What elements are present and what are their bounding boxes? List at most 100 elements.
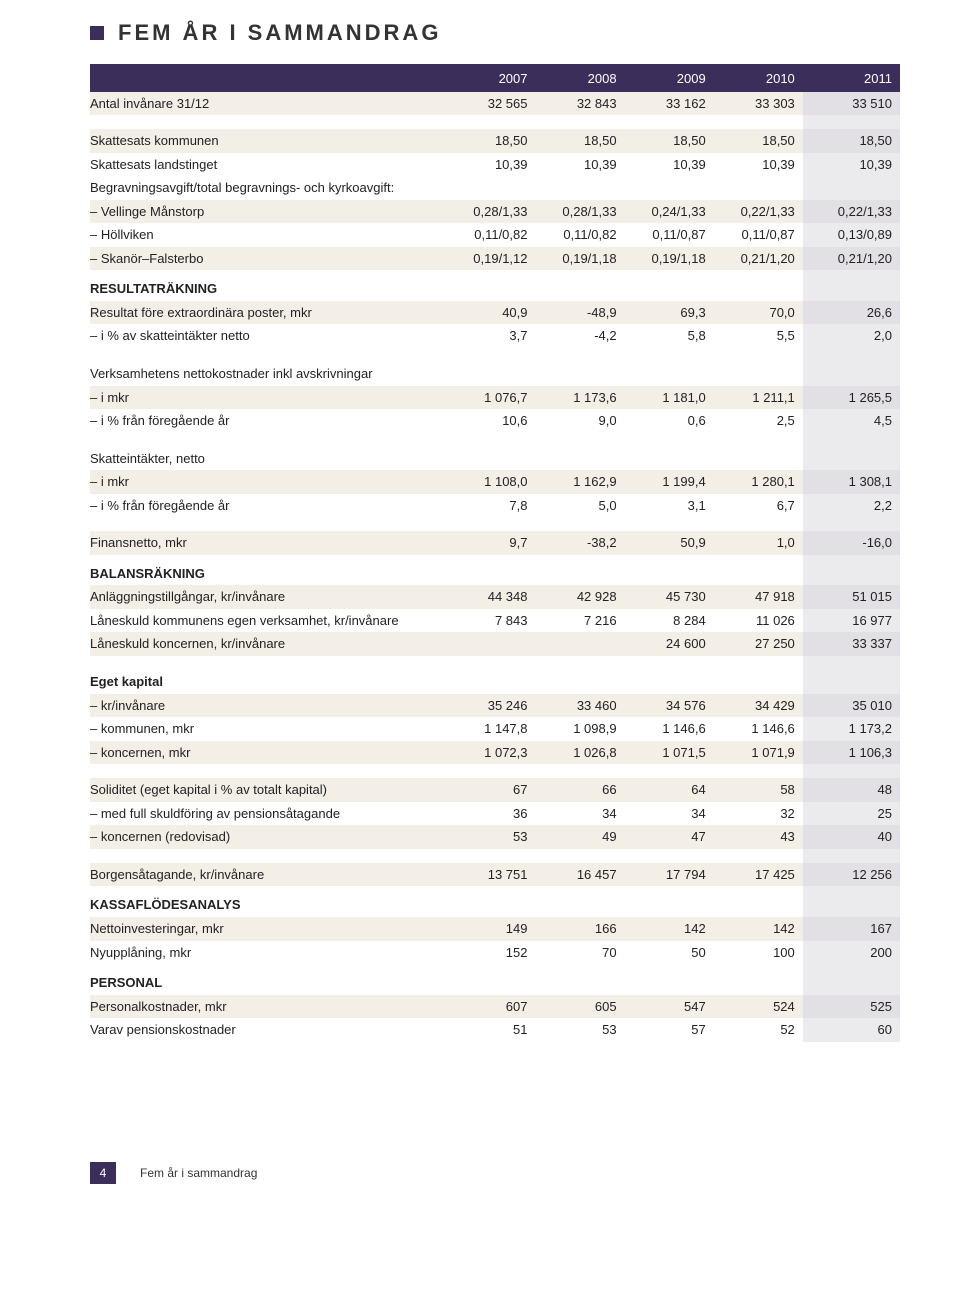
cell-value: 33 460 [536,694,625,718]
cell-value: 605 [536,995,625,1019]
cell-value: 0,28/1,33 [536,200,625,224]
title-square-icon [90,26,104,40]
cell-value: 27 250 [714,632,803,656]
cell-value [714,447,803,471]
cell-value: 1 308,1 [803,470,900,494]
cell-value [625,176,714,200]
cell-value: 142 [625,917,714,941]
cell-value: 64 [625,778,714,802]
header-year: 2009 [625,64,714,92]
cell-value: 1 071,5 [625,741,714,765]
cell-value: 1 106,3 [803,741,900,765]
cell-value [446,362,535,386]
cell-value: 11 026 [714,609,803,633]
table-row: – Skanör–Falsterbo0,19/1,120,19/1,180,19… [90,247,900,271]
table-row [90,849,900,863]
table-row: – koncernen (redovisad)5349474340 [90,825,900,849]
cell-value: 1 265,5 [803,386,900,410]
cell-value: 16 457 [536,863,625,887]
cell-value: 17 425 [714,863,803,887]
table-row: Verksamhetens nettokostnader inkl avskri… [90,362,900,386]
cell-value: 100 [714,941,803,965]
cell-value [536,362,625,386]
cell-value: 1 071,9 [714,741,803,765]
cell-value: 52 [714,1018,803,1042]
cell-value: 1 173,6 [536,386,625,410]
cell-value: 1 076,7 [446,386,535,410]
cell-value: 33 162 [625,92,714,116]
table-row: Skatteintäkter, netto [90,447,900,471]
cell-value: 34 429 [714,694,803,718]
cell-value: 45 730 [625,585,714,609]
cell-value [446,447,535,471]
cell-value: 0,19/1,18 [536,247,625,271]
table-row: – i mkr1 108,01 162,91 199,41 280,11 308… [90,470,900,494]
cell-value: 7 843 [446,609,535,633]
cell-value: 7 216 [536,609,625,633]
cell-value: 10,39 [536,153,625,177]
cell-value: 1 211,1 [714,386,803,410]
cell-value: 0,19/1,12 [446,247,535,271]
table-row: Soliditet (eget kapital i % av totalt ka… [90,778,900,802]
cell-value: 1 199,4 [625,470,714,494]
cell-value: 49 [536,825,625,849]
row-label: Skattesats landstinget [90,153,446,177]
cell-value: 42 928 [536,585,625,609]
cell-value: 10,39 [625,153,714,177]
section-label: RESULTATRÄKNING [90,270,446,301]
cell-value: 7,8 [446,494,535,518]
section-label: PERSONAL [90,964,446,995]
cell-value: 58 [714,778,803,802]
cell-value: 53 [536,1018,625,1042]
row-label: Varav pensionskostnader [90,1018,446,1042]
row-label: – i % från föregående år [90,494,446,518]
row-label: – med full skuldföring av pensionsåtagan… [90,802,446,826]
row-label: – i mkr [90,470,446,494]
cell-value: 12 256 [803,863,900,887]
cell-value: 13 751 [446,863,535,887]
cell-value [536,670,625,694]
section-label: BALANSRÄKNING [90,555,446,586]
page-number-badge: 4 [90,1162,116,1184]
cell-value: 17 794 [625,863,714,887]
cell-value: 1 072,3 [446,741,535,765]
cell-value: 0,11/0,87 [625,223,714,247]
cell-value: 0,6 [625,409,714,433]
cell-value: 32 [714,802,803,826]
cell-value: 47 [625,825,714,849]
cell-value: 24 600 [625,632,714,656]
table-row: Nettoinvesteringar, mkr149166142142167 [90,917,900,941]
table-row [90,433,900,447]
cell-value: 4,5 [803,409,900,433]
cell-value: 1 162,9 [536,470,625,494]
cell-value: 9,7 [446,531,535,555]
cell-value: 0,11/0,82 [536,223,625,247]
row-label: Skatteintäkter, netto [90,447,446,471]
row-label: Soliditet (eget kapital i % av totalt ka… [90,778,446,802]
cell-value: 43 [714,825,803,849]
table-row: Antal invånare 31/1232 56532 84333 16233… [90,92,900,116]
cell-value: 57 [625,1018,714,1042]
cell-value [446,632,535,656]
cell-value: 35 246 [446,694,535,718]
table-row [90,348,900,362]
table-row: – kommunen, mkr1 147,81 098,91 146,61 14… [90,717,900,741]
header-year: 2010 [714,64,803,92]
cell-value: 50 [625,941,714,965]
row-label: Skattesats kommunen [90,129,446,153]
table-row: Resultat före extraordinära poster, mkr4… [90,301,900,325]
cell-value: 53 [446,825,535,849]
cell-value: 66 [536,778,625,802]
row-label: – kr/invånare [90,694,446,718]
table-row: Skattesats landstinget10,3910,3910,3910,… [90,153,900,177]
row-label: Finansnetto, mkr [90,531,446,555]
cell-value: 0,28/1,33 [446,200,535,224]
table-row: – i % från föregående år10,69,00,62,54,5 [90,409,900,433]
cell-value: 6,7 [714,494,803,518]
table-row [90,656,900,670]
row-label: – Skanör–Falsterbo [90,247,446,271]
cell-value: 142 [714,917,803,941]
cell-value: 149 [446,917,535,941]
cell-value: 70 [536,941,625,965]
header-year: 2008 [536,64,625,92]
